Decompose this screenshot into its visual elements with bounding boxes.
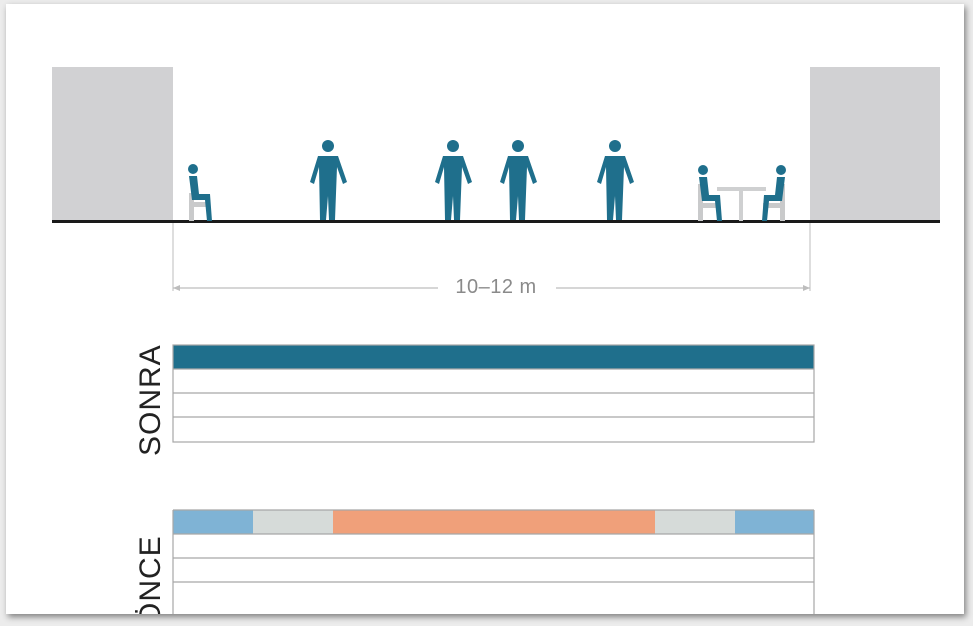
ground-line <box>52 220 940 223</box>
width-dimension-line <box>172 223 811 291</box>
before-label: ÖNCE <box>134 535 167 614</box>
before-section-table <box>172 509 815 614</box>
right-building <box>810 67 940 222</box>
before-sidewalk-right <box>735 510 814 534</box>
width-dimension-label: 10–12 m <box>455 276 537 298</box>
standing-person-2-icon <box>435 140 472 220</box>
left-building <box>52 67 173 222</box>
before-roadway <box>333 510 655 534</box>
seated-person-cafe-left-icon <box>698 165 722 221</box>
before-sidewalk-left <box>173 510 253 534</box>
diagram-frame: 10–12 m SONRA ÖNCE <box>6 4 964 614</box>
after-label: SONRA <box>134 344 167 456</box>
seated-person-left-icon <box>188 164 212 221</box>
after-section-table <box>172 344 815 443</box>
seated-person-cafe-right-icon <box>762 165 786 221</box>
after-shared-street-bar <box>173 345 814 369</box>
street-section-diagram <box>52 67 940 614</box>
before-buffer-right <box>655 510 735 534</box>
before-buffer-left <box>253 510 333 534</box>
standing-person-1-icon <box>310 140 347 220</box>
cafe-table-icon <box>717 187 766 221</box>
standing-person-4-icon <box>597 140 634 220</box>
standing-person-3-icon <box>500 140 537 220</box>
